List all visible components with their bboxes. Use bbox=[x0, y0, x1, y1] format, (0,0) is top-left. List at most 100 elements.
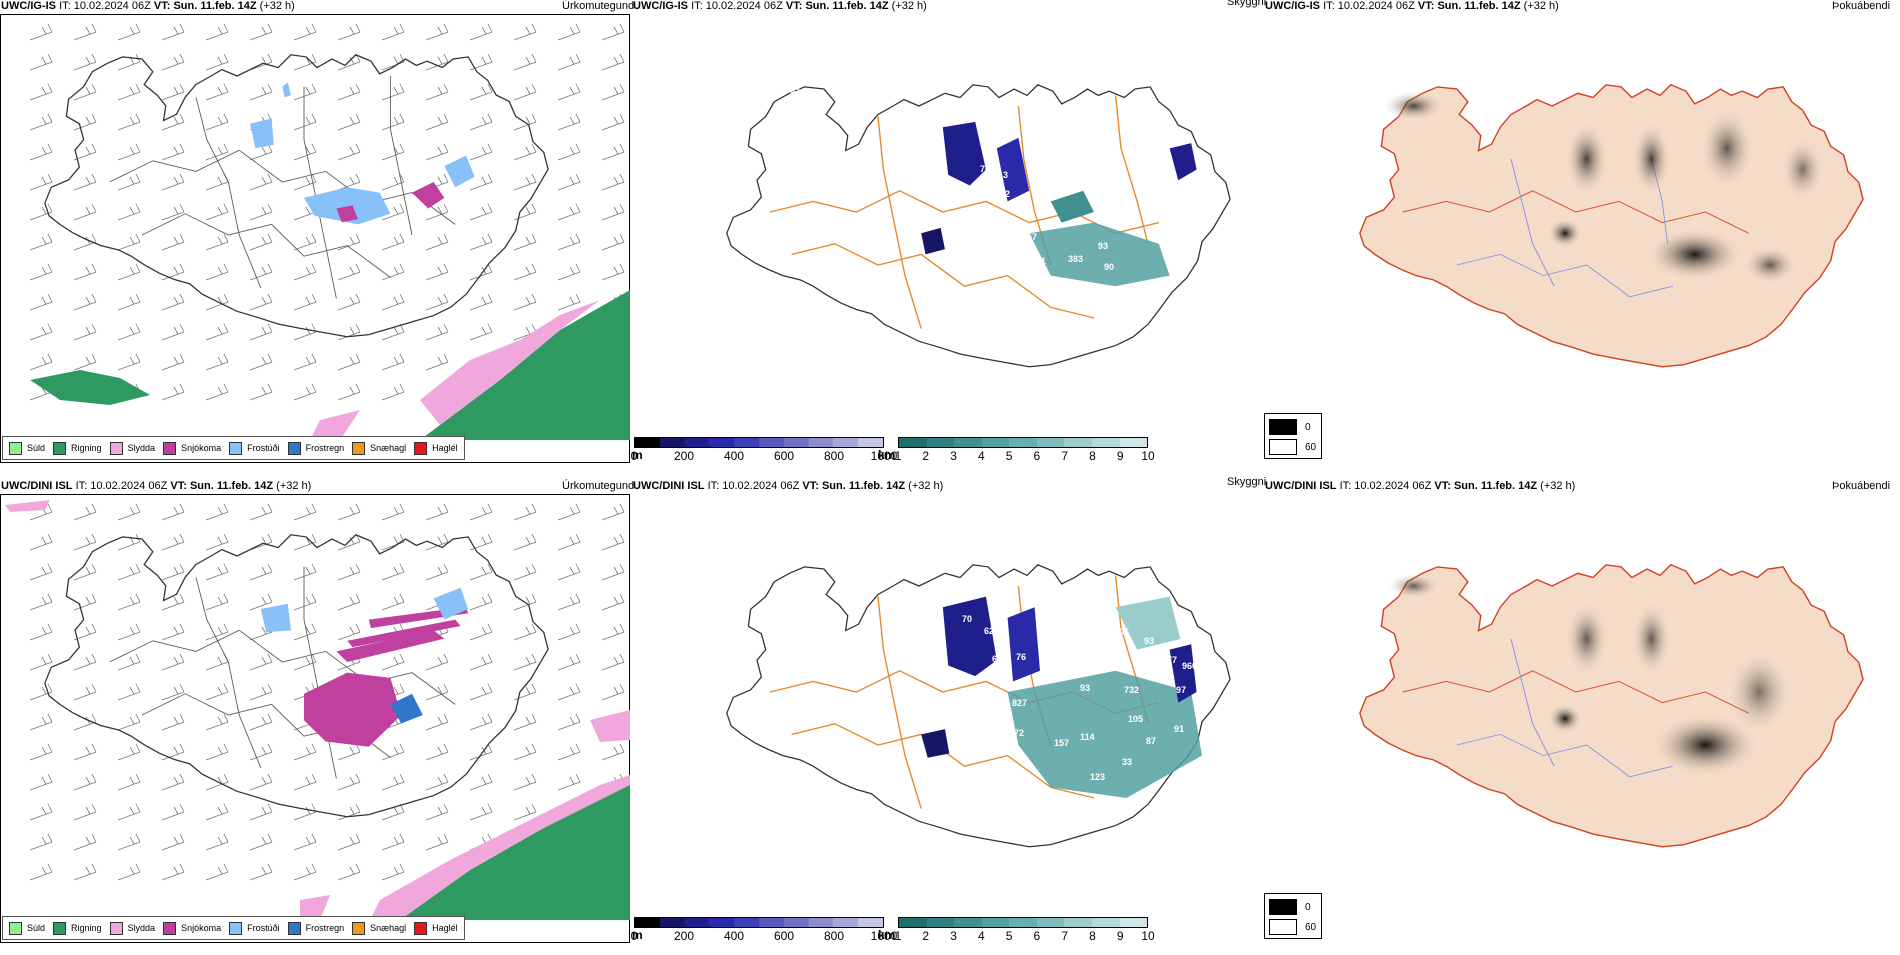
wind-barb bbox=[73, 203, 97, 221]
precip-legend: Súld Rigning Slydda Snjókoma Frostúði Frostre… bbox=[2, 916, 465, 940]
wind-barb bbox=[161, 683, 185, 701]
wind-barb bbox=[513, 773, 537, 791]
wind-barb bbox=[73, 293, 97, 311]
init-time: 10.02.2024 06Z bbox=[73, 0, 151, 12]
colorbar-tick: 2 bbox=[922, 449, 930, 463]
wind-barb bbox=[601, 563, 625, 581]
wind-barb bbox=[337, 773, 361, 791]
wind-barb bbox=[425, 773, 449, 791]
wind-barb bbox=[513, 653, 537, 671]
wind-barb bbox=[601, 503, 625, 521]
wind-barb bbox=[161, 743, 185, 761]
wind-barb bbox=[337, 233, 361, 251]
model-name: UWC/IG-IS bbox=[633, 0, 688, 12]
wind-barb bbox=[249, 743, 273, 761]
wind-barb bbox=[513, 713, 537, 731]
freezing-drizzle-area bbox=[304, 187, 391, 225]
wind-barb bbox=[513, 623, 537, 641]
wind-barb bbox=[161, 23, 185, 41]
lead-time: (+32 h) bbox=[259, 0, 295, 12]
wind-barb bbox=[249, 503, 273, 521]
valid-time: Sun. 11.feb. 14Z bbox=[805, 0, 889, 12]
colorbar-tick: 8 bbox=[1089, 929, 1096, 943]
wind-barb bbox=[29, 173, 53, 191]
legend-swatch bbox=[9, 921, 22, 935]
wind-barb bbox=[117, 563, 141, 581]
colorbar-tick: 1 bbox=[894, 929, 902, 943]
precip-map bbox=[5, 500, 630, 920]
wind-barb bbox=[205, 53, 229, 71]
snow-area bbox=[304, 672, 402, 747]
light-swatch bbox=[1269, 919, 1297, 935]
wind-barb bbox=[249, 353, 273, 371]
wind-barb bbox=[117, 233, 141, 251]
legend-label: Rigning bbox=[71, 923, 102, 933]
init-label: IT: bbox=[1323, 0, 1335, 12]
wind-barb bbox=[381, 803, 405, 821]
wind-barb bbox=[513, 743, 537, 761]
wind-barb bbox=[381, 173, 405, 191]
panel-title: UWC/DINI ISL IT: 10.02.2024 06Z VT: Sun.… bbox=[1265, 480, 1575, 492]
wind-barb bbox=[249, 23, 273, 41]
wind-barb bbox=[469, 713, 493, 731]
legend-label: Haglél bbox=[432, 923, 458, 933]
legend-item: Súld bbox=[9, 441, 45, 455]
wind-barb bbox=[117, 533, 141, 551]
wind-barb bbox=[425, 683, 449, 701]
ceiling-value: 292 bbox=[1094, 334, 1109, 344]
wind-barb bbox=[293, 743, 317, 761]
panel-title: UWC/IG-IS IT: 10.02.2024 06Z VT: Sun. 11… bbox=[1265, 0, 1559, 12]
colorbar-segment bbox=[1064, 918, 1092, 927]
ceiling-value: 71 bbox=[1036, 256, 1046, 266]
wind-barb bbox=[557, 713, 581, 731]
colorbar-tick: 0 bbox=[630, 449, 638, 463]
model-name: UWC/DINI ISL bbox=[633, 480, 705, 492]
visibility-colorbar: 1 2 3 4 5 6 7 8 9 10 km bbox=[878, 917, 1155, 943]
colorbar-segment bbox=[1009, 438, 1037, 447]
legend-swatch bbox=[53, 441, 67, 455]
wind-barb bbox=[73, 833, 97, 851]
colorbar-segment bbox=[635, 438, 660, 447]
colorbar-tick: 200 bbox=[673, 449, 695, 463]
wind-barb bbox=[249, 533, 273, 551]
rivers bbox=[1456, 253, 1674, 298]
legend-label: Snjókoma bbox=[181, 443, 222, 453]
colorbar-tick: 10 bbox=[1141, 929, 1155, 943]
colorbar-segment bbox=[1119, 918, 1148, 927]
wind-barb bbox=[29, 323, 53, 341]
colorbar-tick: 9 bbox=[1116, 929, 1124, 943]
wind-barb bbox=[293, 83, 317, 101]
legend-item: Frostregn bbox=[287, 441, 344, 455]
wind-barb bbox=[337, 83, 361, 101]
legend-swatch bbox=[109, 441, 123, 455]
wind-barb bbox=[513, 203, 537, 221]
wind-barb bbox=[513, 683, 537, 701]
wind-barb bbox=[513, 803, 537, 821]
ceiling-value: 93 bbox=[1144, 636, 1154, 646]
wind-barb bbox=[337, 593, 361, 611]
wind-barb bbox=[161, 653, 185, 671]
wind-barb bbox=[469, 773, 493, 791]
wind-barb bbox=[601, 113, 625, 131]
wind-barb bbox=[557, 113, 581, 131]
panel-name: Þokuábendi bbox=[1832, 0, 1891, 12]
colorbar-tick: 200 bbox=[673, 929, 695, 943]
wind-barb bbox=[249, 713, 273, 731]
precip-type-panel: UWC/IG-IS IT: 10.02.2024 06Z VT: Sun. 11… bbox=[0, 0, 634, 465]
panel-name: Úrkomutegund bbox=[562, 480, 635, 492]
legend-item: Snæhagl bbox=[352, 441, 406, 455]
init-time: 10.02.2024 06Z bbox=[90, 480, 168, 492]
wind-barb bbox=[425, 203, 449, 221]
legend-label: Frostúði bbox=[247, 443, 280, 453]
wind-barb bbox=[601, 143, 625, 161]
wind-barb bbox=[161, 593, 185, 611]
wind-barb bbox=[117, 293, 141, 311]
wind-barb bbox=[205, 653, 229, 671]
wind-barb bbox=[249, 203, 273, 221]
ceiling-value: 157 bbox=[1054, 738, 1069, 748]
ceiling-value: 89 bbox=[1078, 612, 1088, 622]
wind-barb bbox=[337, 503, 361, 521]
wind-barb bbox=[205, 713, 229, 731]
legend-swatch bbox=[109, 921, 123, 935]
wind-barb bbox=[337, 23, 361, 41]
